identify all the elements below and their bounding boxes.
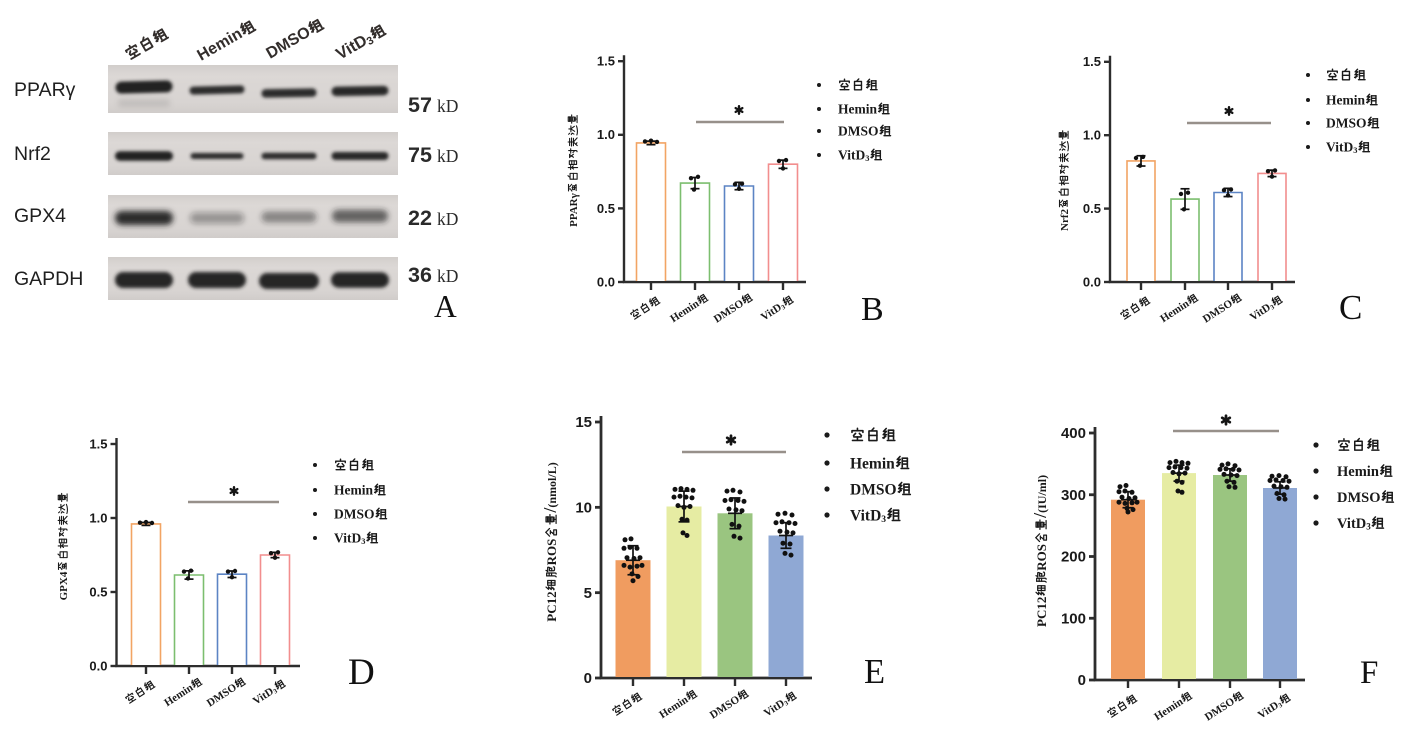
svg-text:(IU/ml): (IU/ml)	[1035, 475, 1049, 513]
svg-text:DMSO: DMSO	[205, 681, 240, 709]
svg-text:B: B	[861, 291, 884, 328]
svg-text:VitD: VitD	[334, 531, 361, 546]
svg-text:ROS: ROS	[1034, 544, 1049, 571]
svg-text:C: C	[1339, 288, 1362, 327]
svg-text:1.5: 1.5	[597, 54, 615, 69]
svg-text:3: 3	[783, 700, 790, 708]
svg-text:0: 0	[1078, 672, 1086, 689]
svg-text:D: D	[348, 652, 375, 693]
svg-text:VitD: VitD	[1337, 516, 1366, 532]
svg-text:1.5: 1.5	[89, 436, 107, 451]
svg-text:VitD: VitD	[333, 31, 370, 63]
svg-text:VitD: VitD	[838, 148, 865, 163]
svg-text:57: 57	[408, 93, 432, 117]
svg-text:DMSO: DMSO	[712, 297, 747, 325]
svg-text:Hemin: Hemin	[838, 102, 877, 117]
svg-text:Hemin: Hemin	[657, 694, 690, 721]
svg-text:100: 100	[1061, 610, 1086, 627]
svg-text:E: E	[864, 653, 885, 691]
svg-text:/: /	[1030, 512, 1050, 519]
svg-text:300: 300	[1061, 487, 1086, 504]
svg-text:GPX4: GPX4	[14, 205, 66, 227]
svg-text:3: 3	[780, 304, 787, 312]
svg-text:PC12: PC12	[1034, 597, 1049, 627]
svg-text:1.0: 1.0	[89, 510, 107, 525]
svg-text:400: 400	[1061, 425, 1086, 442]
svg-text:200: 200	[1061, 549, 1086, 566]
svg-text:Hemin: Hemin	[334, 483, 373, 498]
svg-text:DMSO: DMSO	[1326, 116, 1367, 131]
svg-text:GAPDH: GAPDH	[14, 268, 83, 290]
svg-text:Hemin: Hemin	[1326, 93, 1365, 108]
svg-text:3: 3	[1366, 522, 1371, 532]
svg-text:Hemin: Hemin	[668, 298, 701, 325]
svg-text:15: 15	[575, 414, 592, 431]
svg-text:DMSO: DMSO	[1203, 695, 1238, 723]
svg-text:3: 3	[361, 537, 365, 546]
svg-text:0.0: 0.0	[1083, 274, 1101, 289]
svg-text:3: 3	[272, 688, 279, 696]
svg-text:1.0: 1.0	[1083, 128, 1101, 143]
svg-text:3: 3	[1277, 702, 1284, 710]
svg-text:DMSO: DMSO	[1337, 490, 1381, 506]
svg-text:5: 5	[584, 585, 592, 602]
svg-text:Nrf2: Nrf2	[1059, 209, 1071, 231]
svg-text:3: 3	[881, 514, 886, 525]
svg-text:DMSO: DMSO	[1201, 297, 1236, 325]
svg-text:10: 10	[575, 499, 592, 516]
svg-text:Hemin: Hemin	[850, 455, 895, 472]
svg-text:VitD: VitD	[850, 507, 881, 524]
svg-text:Hemin: Hemin	[1152, 696, 1185, 723]
svg-text:PPARγ: PPARγ	[14, 79, 76, 101]
svg-text:PPARγ: PPARγ	[568, 193, 580, 227]
svg-text:1.5: 1.5	[1083, 54, 1101, 69]
svg-text:kD: kD	[437, 96, 458, 116]
svg-text:75: 75	[408, 143, 432, 167]
svg-text:Hemin: Hemin	[1158, 298, 1191, 325]
svg-text:DMSO: DMSO	[264, 24, 314, 63]
svg-text:0.5: 0.5	[1083, 201, 1101, 216]
svg-text:(nmol/L): (nmol/L)	[545, 462, 559, 507]
svg-text:0: 0	[584, 670, 592, 687]
svg-text:DMSO: DMSO	[850, 481, 897, 498]
svg-text:36: 36	[408, 263, 432, 287]
svg-text:kD: kD	[437, 209, 458, 229]
svg-text:Hemin: Hemin	[1337, 464, 1379, 480]
svg-text:Nrf2: Nrf2	[14, 143, 51, 165]
svg-text:1.0: 1.0	[597, 127, 615, 142]
svg-text:F: F	[1360, 655, 1378, 691]
svg-text:3: 3	[1353, 146, 1357, 155]
svg-text:22: 22	[408, 206, 432, 230]
svg-text:3: 3	[865, 154, 869, 163]
svg-text:GPX4: GPX4	[58, 571, 70, 600]
svg-text:/: /	[540, 507, 560, 514]
svg-text:3: 3	[1269, 304, 1276, 312]
svg-text:DMSO: DMSO	[334, 507, 375, 522]
svg-text:VitD: VitD	[1326, 140, 1353, 155]
svg-text:PC12: PC12	[544, 591, 559, 621]
svg-text:DMSO: DMSO	[708, 693, 743, 721]
svg-text:kD: kD	[437, 146, 458, 166]
svg-text:ROS: ROS	[544, 539, 559, 566]
svg-text:0.0: 0.0	[89, 658, 107, 673]
svg-text:DMSO: DMSO	[838, 124, 879, 139]
svg-text:Hemin: Hemin	[162, 682, 195, 709]
svg-text:3: 3	[365, 35, 376, 48]
svg-text:kD: kD	[437, 266, 458, 286]
svg-text:0.5: 0.5	[89, 584, 107, 599]
svg-text:0.0: 0.0	[597, 274, 615, 289]
svg-text:Hemin: Hemin	[195, 25, 246, 64]
svg-text:A: A	[434, 289, 457, 324]
svg-text:0.5: 0.5	[597, 201, 615, 216]
